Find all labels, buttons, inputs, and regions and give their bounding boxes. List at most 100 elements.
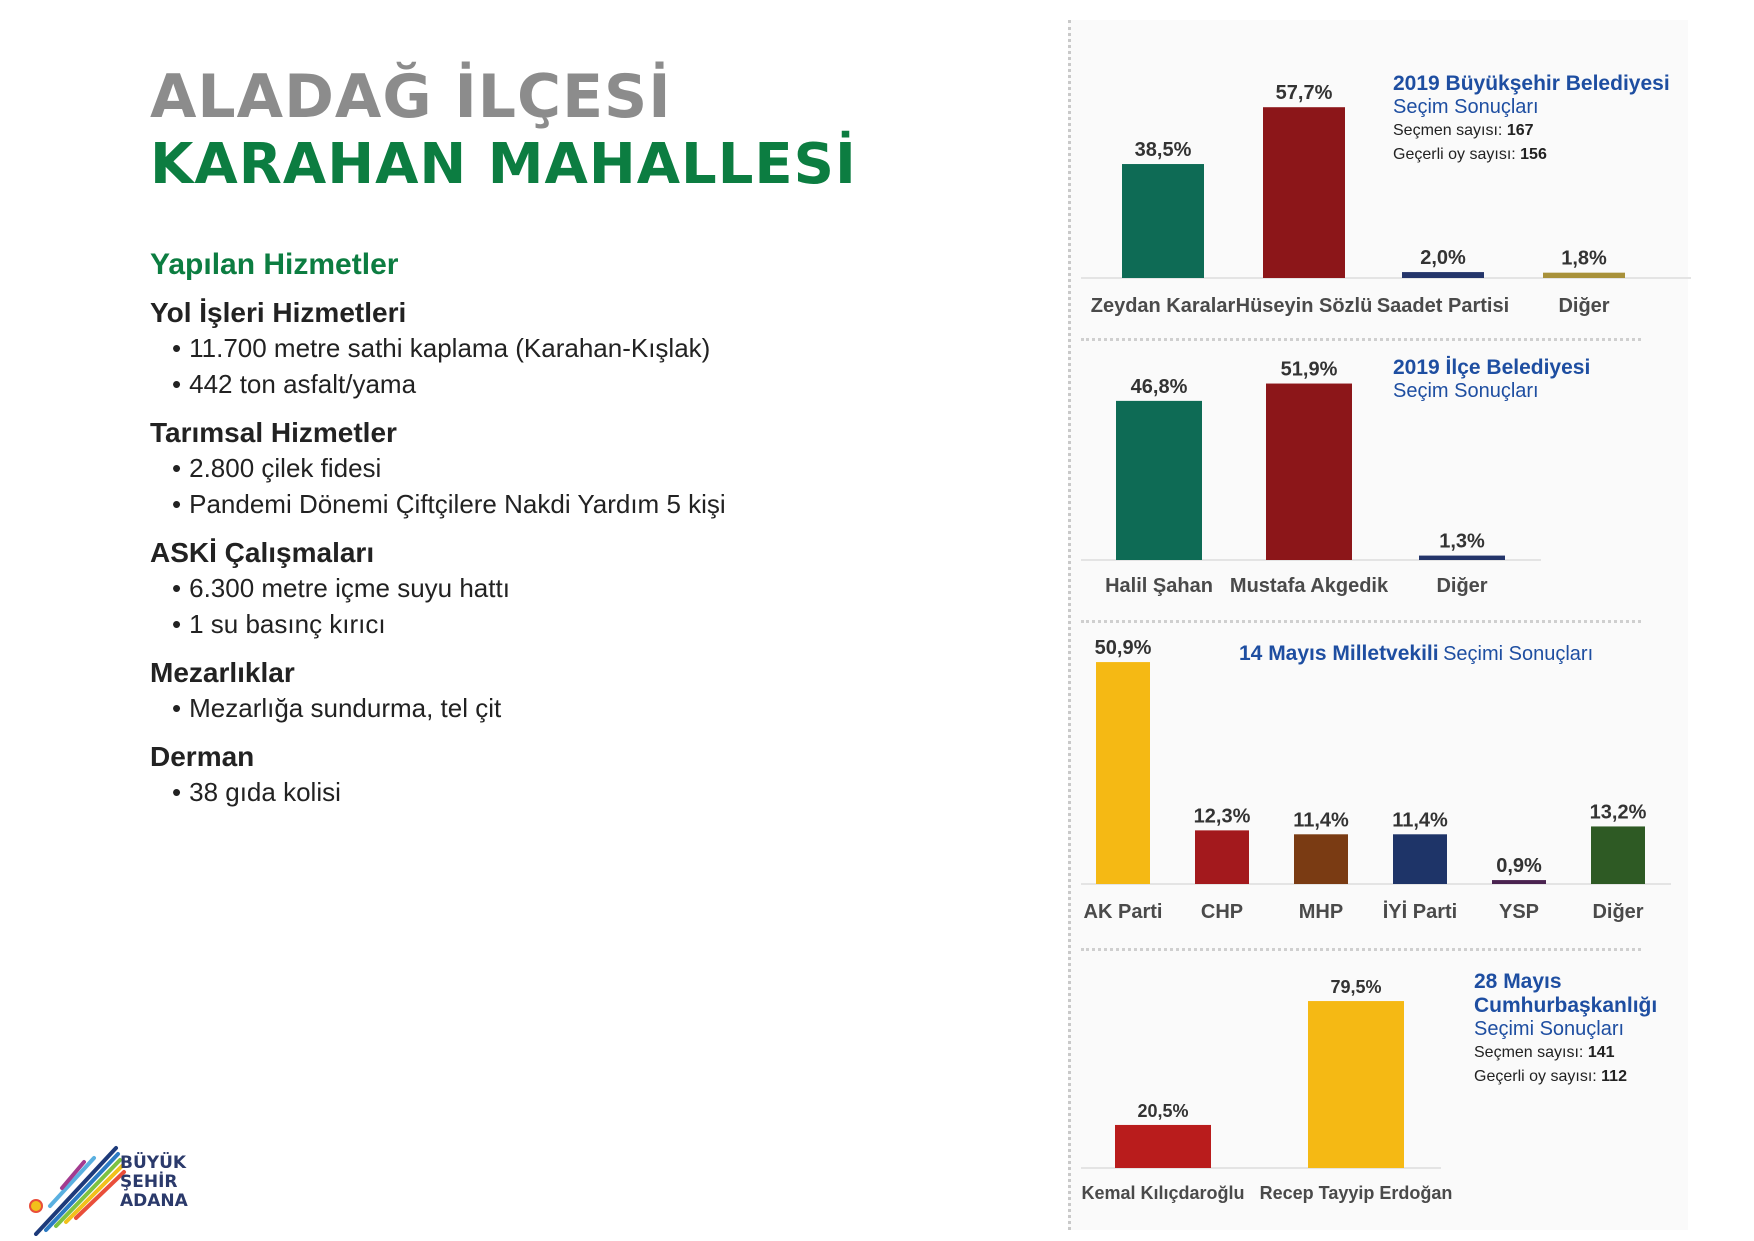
- service-item: 38 gıda kolisi: [172, 774, 910, 810]
- service-group-title: ASKİ Çalışmaları: [150, 537, 375, 568]
- bar-2: [1266, 383, 1352, 560]
- valid-votes-value: 156: [1520, 146, 1547, 163]
- service-group-title: Derman: [150, 741, 255, 772]
- category-label: YSP: [1499, 901, 1539, 923]
- data-label: 11,4%: [1293, 809, 1349, 831]
- bar-2: [1195, 830, 1249, 884]
- service-item: 6.300 metre içme suyu hattı: [172, 570, 910, 606]
- chart1-valid-votes: Geçerli oy sayısı: 156: [1393, 143, 1670, 167]
- chart3-subtitle: Seçimi Sonuçları: [1443, 643, 1594, 665]
- service-item: 442 ton asfalt/yama: [172, 366, 910, 402]
- logo-line: ADANA: [120, 1191, 188, 1211]
- service-item: 11.700 metre sathi kaplama (Karahan-Kışl…: [172, 330, 910, 366]
- service-group-agriculture: Tarımsal Hizmetler 2.800 çilek fidesi Pa…: [150, 416, 910, 522]
- category-label: Kemal Kılıçdaroğlu: [1081, 1183, 1244, 1203]
- data-label: 46,8%: [1131, 376, 1188, 398]
- chart2-info: 2019 İlçe Belediyesi Seçim Sonuçları: [1393, 356, 1590, 403]
- service-group-aski: ASKİ Çalışmaları 6.300 metre içme suyu h…: [150, 536, 910, 642]
- election-charts: 38,5% Zeydan Karalar 57,7% Hüseyin Sözlü 2,0…: [1081, 82, 1691, 1203]
- service-item: Mezarlığa sundurma, tel çit: [172, 690, 910, 726]
- service-item: 1 su basınç kırıcı: [172, 606, 910, 642]
- chart-3: 50,9% AK Parti 12,3% CHP 11,4% MHP 11,4% İYİ Pa…: [1081, 637, 1671, 923]
- chart-1: 38,5% Zeydan Karalar 57,7% Hüseyin Sözlü 2,0…: [1081, 82, 1691, 317]
- category-label: İYİ Parti: [1383, 900, 1457, 923]
- category-label: Saadet Partisi: [1377, 295, 1509, 317]
- category-label: AK Parti: [1084, 901, 1163, 923]
- services-title: Yapılan Hizmetler: [150, 248, 399, 281]
- service-item: Pandemi Dönemi Çiftçilere Nakdi Yardım 5…: [172, 486, 910, 522]
- chart4-valid-votes: Geçerli oy sayısı: 112: [1474, 1065, 1657, 1089]
- chart-2: 46,8% Halil Şahan 51,9% Mustafa Akgedik 1,3%…: [1081, 359, 1541, 597]
- chart4-subtitle: Seçimi Sonuçları: [1474, 1018, 1625, 1040]
- valid-votes-value: 112: [1601, 1068, 1627, 1085]
- valid-votes-label: Geçerli oy sayısı:: [1393, 146, 1516, 163]
- chart3-title: 14 Mayıs Milletvekili: [1239, 642, 1439, 665]
- logo-stripes-icon: [34, 1146, 126, 1236]
- data-label: 0,9%: [1496, 855, 1542, 877]
- chart4-voters: Seçmen sayısı: 141: [1474, 1041, 1657, 1065]
- data-label: 2,0%: [1420, 247, 1466, 269]
- data-label: 20,5%: [1137, 1101, 1188, 1121]
- data-label: 1,3%: [1439, 531, 1485, 553]
- logo-line: ŞEHİR: [120, 1172, 178, 1192]
- bar-5: [1492, 880, 1546, 884]
- category-label: Diğer: [1558, 295, 1609, 317]
- district-title: ALADAĞ İLÇESİ: [150, 62, 672, 132]
- voters-label: Seçmen sayısı:: [1393, 122, 1503, 139]
- data-label: 79,5%: [1330, 977, 1381, 997]
- service-group-road: Yol İşleri Hizmetleri 11.700 metre sathi…: [150, 296, 910, 402]
- services-section: Yapılan Hizmetler Yol İşleri Hizmetleri …: [150, 248, 910, 824]
- chart1-subtitle: Seçim Sonuçları: [1393, 96, 1539, 118]
- chart1-title: 2019 Büyükşehir Belediyesi: [1393, 72, 1670, 95]
- bar-3: [1402, 272, 1484, 278]
- chart2-title: 2019 İlçe Belediyesi: [1393, 356, 1591, 379]
- service-group-title: Yol İşleri Hizmetleri: [150, 297, 407, 328]
- voters-value: 141: [1587, 1044, 1615, 1061]
- divider: [1081, 620, 1641, 623]
- service-group-title: Tarımsal Hizmetler: [150, 417, 397, 448]
- bar-1: [1115, 1124, 1211, 1168]
- category-label: Diğer: [1592, 901, 1643, 923]
- chart4-title-line2: Cumhurbaşkanlığı: [1474, 994, 1658, 1017]
- category-label: Diğer: [1436, 575, 1487, 597]
- buyuksehir-adana-logo: [29, 1146, 126, 1236]
- bar-2: [1263, 107, 1345, 278]
- data-label: 11,4%: [1392, 809, 1448, 831]
- valid-votes-label: Geçerli oy sayısı:: [1474, 1068, 1597, 1085]
- category-label: Recep Tayyip Erdoğan: [1260, 1183, 1453, 1203]
- data-label: 51,9%: [1281, 359, 1338, 381]
- service-group-cemeteries: Mezarlıklar Mezarlığa sundurma, tel çit: [150, 656, 910, 726]
- bar-1: [1116, 400, 1202, 560]
- bar-1: [1122, 164, 1204, 278]
- category-label: Halil Şahan: [1105, 575, 1213, 597]
- logo-line: BÜYÜK: [120, 1153, 187, 1173]
- election-results-panel: 38,5% Zeydan Karalar 57,7% Hüseyin Sözlü 2,0…: [1068, 20, 1691, 1230]
- category-label: MHP: [1299, 901, 1343, 923]
- category-label: CHP: [1201, 901, 1243, 923]
- service-group-derman: Derman 38 gıda kolisi: [150, 740, 910, 810]
- chart1-info: 2019 Büyükşehir Belediyesi Seçim Sonuçla…: [1393, 72, 1670, 167]
- chart3-info: 14 Mayıs Milletvekili Seçimi Sonuçları: [1239, 642, 1593, 666]
- category-label: Hüseyin Sözlü: [1236, 295, 1373, 317]
- bar-4: [1393, 834, 1447, 884]
- logo-text: BÜYÜK ŞEHİR ADANA: [120, 1154, 188, 1211]
- chart1-voters: Seçmen sayısı: 167: [1393, 119, 1670, 143]
- data-label: 12,3%: [1194, 805, 1251, 827]
- divider: [1081, 948, 1641, 951]
- bar-1: [1096, 662, 1150, 884]
- bar-2: [1308, 1001, 1404, 1168]
- bar-4: [1543, 272, 1625, 278]
- voters-label: Seçmen sayısı:: [1474, 1044, 1584, 1061]
- data-label: 50,9%: [1095, 637, 1152, 659]
- category-label: Mustafa Akgedik: [1230, 575, 1389, 597]
- logo-emblem-icon: [29, 1199, 43, 1213]
- neighborhood-title: KARAHAN MAHALLESİ: [150, 132, 857, 197]
- data-label: 38,5%: [1135, 139, 1192, 161]
- chart-4: 20,5% Kemal Kılıçdaroğlu 79,5% Recep Tayyip…: [1081, 977, 1452, 1203]
- voters-value: 167: [1506, 122, 1534, 139]
- service-group-title: Mezarlıklar: [150, 657, 295, 688]
- bar-3: [1419, 555, 1505, 560]
- category-label: Zeydan Karalar: [1091, 295, 1236, 317]
- data-label: 57,7%: [1276, 82, 1333, 104]
- service-item: 2.800 çilek fidesi: [172, 450, 910, 486]
